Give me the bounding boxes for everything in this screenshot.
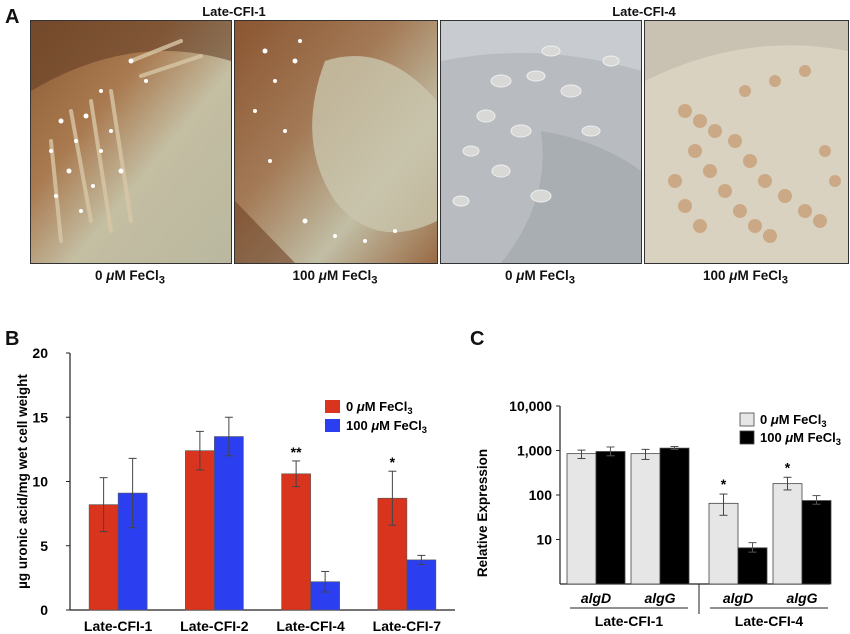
panel-c-letter: C bbox=[470, 328, 485, 350]
caption-unit: M FeCl bbox=[114, 268, 159, 283]
bar bbox=[772, 483, 803, 585]
plate-image bbox=[645, 21, 848, 263]
x-tick-label: algD bbox=[581, 590, 611, 606]
caption-value: 100 bbox=[292, 268, 319, 283]
bar bbox=[406, 559, 437, 611]
photo-caption-1: 0 μM FeCl3 bbox=[30, 268, 230, 287]
y-tick-label: 15 bbox=[32, 409, 48, 425]
y-tick-label: 100 bbox=[529, 487, 553, 503]
y-tick-label: 5 bbox=[40, 538, 48, 554]
bar bbox=[737, 547, 768, 585]
legend-swatch bbox=[739, 430, 755, 445]
legend-label: 100 μM FeCl3 bbox=[346, 418, 427, 435]
legend-label: 100 μM FeCl3 bbox=[760, 430, 841, 447]
legend-swatch bbox=[325, 400, 340, 413]
bar bbox=[214, 436, 244, 611]
photo-caption-2: 100 μM FeCl3 bbox=[234, 268, 436, 287]
y-tick-label: 0 bbox=[40, 602, 48, 618]
caption-sub: 3 bbox=[371, 274, 378, 287]
y-tick-label: 10 bbox=[32, 474, 48, 490]
relative-expression-bar-chart: 10 100 1,000 10,000 Relative Expression algD a… bbox=[475, 398, 841, 629]
caption-sub: 3 bbox=[568, 274, 575, 287]
y-tick-label: 10 bbox=[536, 532, 552, 548]
bar bbox=[801, 500, 832, 585]
plate-photo-late-cfi-4-0um bbox=[440, 20, 642, 264]
group-label: Late-CFI-1 bbox=[595, 613, 664, 629]
caption-sub: 3 bbox=[781, 274, 788, 287]
significance-marker: * bbox=[390, 454, 396, 470]
y-axis-label: Relative Expression bbox=[475, 449, 490, 577]
x-tick-label: Late-CFI-7 bbox=[373, 618, 442, 634]
panel-a-group-title-2: Late-CFI-4 bbox=[612, 4, 676, 19]
y-axis-label: µg uronic acid/mg wet cell weight bbox=[15, 374, 30, 589]
caption-mu: μ bbox=[106, 268, 115, 283]
legend-label: 0 μM FeCl3 bbox=[760, 412, 827, 429]
significance-marker: ** bbox=[291, 444, 302, 460]
caption-mu: μ bbox=[729, 268, 738, 283]
x-tick-label: Late-CFI-2 bbox=[180, 618, 249, 634]
x-tick-label: algD bbox=[723, 590, 753, 606]
caption-sub: 3 bbox=[158, 274, 165, 287]
caption-value: 100 bbox=[703, 268, 730, 283]
panel-b-letter: B bbox=[5, 328, 20, 350]
plate-photo-late-cfi-1-0um bbox=[30, 20, 232, 264]
x-tick-label: algG bbox=[786, 590, 817, 606]
plate-image bbox=[235, 21, 437, 263]
significance-marker: * bbox=[785, 459, 791, 475]
bar bbox=[630, 453, 661, 585]
y-tick-label: 20 bbox=[32, 345, 48, 361]
y-tick-label: 1,000 bbox=[517, 443, 552, 459]
legend-label: 0 μM FeCl3 bbox=[346, 399, 413, 416]
bar bbox=[566, 453, 597, 585]
panel-a-letter: A bbox=[5, 6, 20, 28]
panel-a-group-title-1: Late-CFI-1 bbox=[202, 4, 266, 19]
significance-marker: * bbox=[721, 476, 727, 492]
legend-swatch bbox=[325, 419, 340, 432]
x-tick-label: Late-CFI-1 bbox=[84, 618, 153, 634]
bar bbox=[185, 450, 215, 611]
bar bbox=[281, 473, 311, 611]
caption-unit: M FeCl bbox=[524, 268, 569, 283]
caption-value: 0 bbox=[95, 268, 107, 283]
plate-image bbox=[441, 21, 641, 263]
y-tick-label: 10,000 bbox=[509, 398, 552, 414]
legend-swatch bbox=[739, 412, 755, 427]
x-tick-label: Late-CFI-4 bbox=[276, 618, 345, 634]
caption-mu: μ bbox=[516, 268, 525, 283]
group-label: Late-CFI-4 bbox=[735, 613, 804, 629]
plate-photo-late-cfi-1-100um bbox=[234, 20, 438, 264]
bar bbox=[659, 447, 690, 585]
bar bbox=[595, 451, 626, 585]
bar bbox=[708, 502, 739, 585]
photo-caption-4: 100 μM FeCl3 bbox=[644, 268, 847, 287]
caption-unit: M FeCl bbox=[737, 268, 782, 283]
photo-caption-3: 0 μM FeCl3 bbox=[440, 268, 640, 287]
caption-value: 0 bbox=[505, 268, 517, 283]
plate-image bbox=[31, 21, 231, 263]
caption-mu: μ bbox=[318, 268, 327, 283]
x-tick-label: algG bbox=[644, 590, 675, 606]
caption-unit: M FeCl bbox=[326, 268, 372, 283]
plate-photo-late-cfi-4-100um bbox=[644, 20, 849, 264]
